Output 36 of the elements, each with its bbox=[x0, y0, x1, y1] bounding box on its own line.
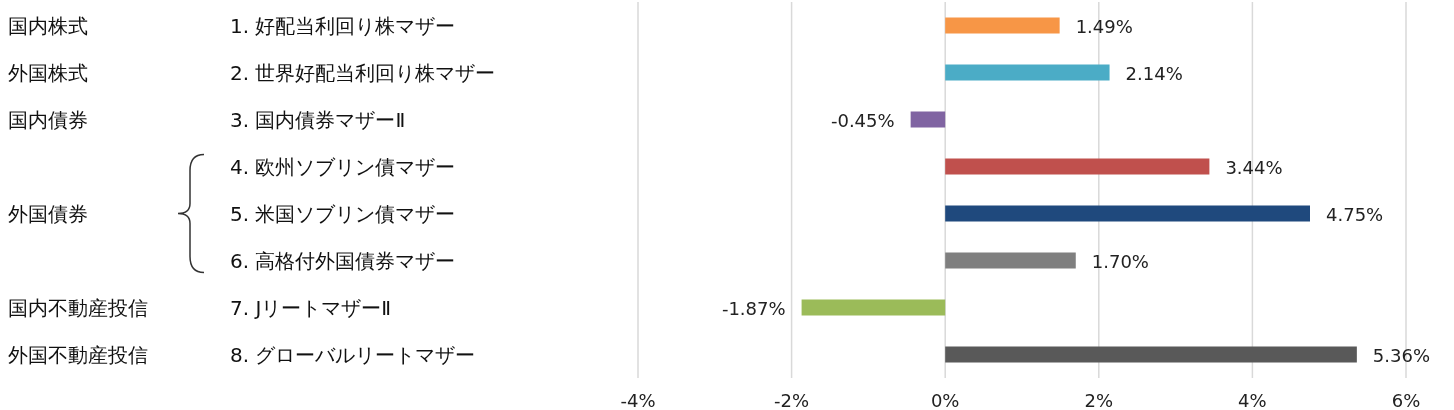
y-tick-label: 1. 好配当利回り株マザー bbox=[230, 13, 456, 38]
bar bbox=[945, 346, 1357, 363]
y-tick-label: 3. 国内債券マザーⅡ bbox=[230, 107, 406, 132]
data-label: -1.87% bbox=[721, 297, 786, 319]
data-label: 1.70% bbox=[1091, 250, 1149, 272]
bar bbox=[945, 158, 1210, 175]
data-label: -0.45% bbox=[830, 109, 895, 131]
text: 外国債券 bbox=[8, 201, 88, 226]
x-tick-label: 4% bbox=[1238, 390, 1267, 410]
bar bbox=[945, 17, 1060, 34]
y-tick-label: 8. グローバルリートマザー bbox=[230, 342, 476, 367]
y-tick-label: 7. JリートマザーⅡ bbox=[230, 295, 392, 320]
text: 国内不動産投信 bbox=[8, 295, 148, 320]
bar bbox=[801, 299, 946, 316]
x-tick-label: -4% bbox=[620, 390, 656, 410]
data-label: 3.44% bbox=[1225, 156, 1283, 178]
text: 国内株式 bbox=[8, 13, 88, 38]
data-label: 2.14% bbox=[1125, 62, 1183, 84]
bar bbox=[945, 205, 1310, 222]
data-label: 5.36% bbox=[1372, 344, 1431, 366]
bar bbox=[910, 111, 946, 128]
text: 外国株式 bbox=[8, 60, 88, 85]
data-label: 4.75% bbox=[1326, 203, 1384, 225]
y-tick-label: 5. 米国ソブリン債マザー bbox=[230, 201, 456, 226]
x-tick-label: -2% bbox=[774, 390, 810, 410]
text: 外国不動産投信 bbox=[8, 342, 148, 367]
bar bbox=[945, 252, 1076, 269]
y-tick-label: 2. 世界好配当利回り株マザー bbox=[230, 60, 496, 85]
bar bbox=[945, 64, 1110, 81]
y-tick-label: 4. 欧州ソブリン債マザー bbox=[230, 154, 456, 179]
data-label: 1.49% bbox=[1075, 15, 1133, 37]
y-tick-label: 6. 高格付外国債券マザー bbox=[230, 248, 456, 273]
text: 国内債券 bbox=[8, 107, 88, 132]
x-tick-label: 2% bbox=[1084, 390, 1114, 410]
x-tick-label: 6% bbox=[1391, 390, 1421, 410]
x-tick-label: 0% bbox=[930, 390, 960, 410]
